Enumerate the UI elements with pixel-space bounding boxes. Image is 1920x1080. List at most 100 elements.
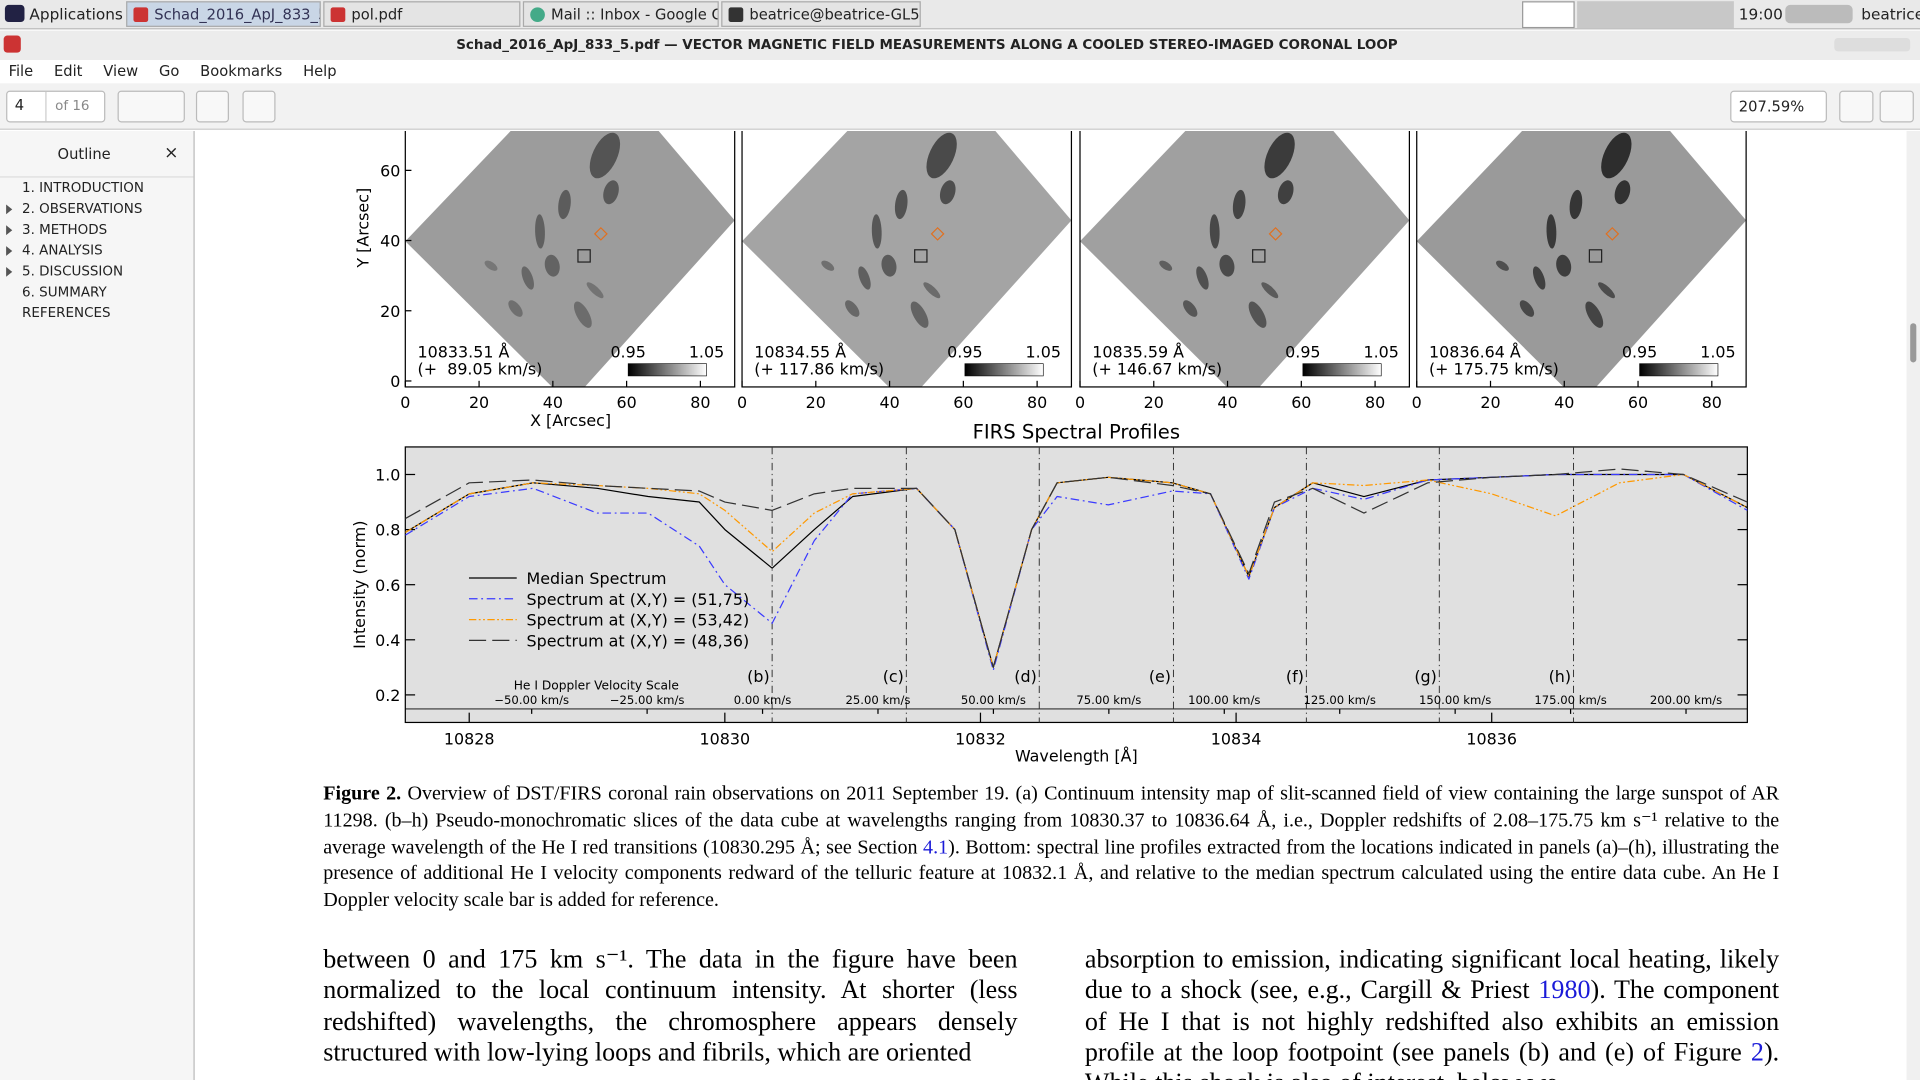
scrollbar[interactable]	[1906, 131, 1920, 1080]
dark-feature	[1601, 132, 1632, 179]
velocity-tick-label: 150.00 km/s	[1419, 693, 1491, 707]
figure-link[interactable]: 2	[1750, 1037, 1764, 1067]
pixel-box	[930, 226, 945, 241]
x-tick-label: 80	[690, 393, 710, 412]
x-tick-label: 80	[1027, 393, 1047, 412]
image-panel	[1080, 131, 1410, 387]
map-image	[742, 131, 1072, 387]
colorbar-label: 0.95	[1622, 343, 1657, 362]
workspaces[interactable]	[1577, 1, 1734, 29]
view-button[interactable]	[1839, 90, 1874, 123]
y-tick-label: 0.6	[375, 576, 400, 595]
expander[interactable]	[6, 266, 13, 277]
outline-item[interactable]: REFERENCES	[22, 304, 111, 321]
x-tick-label: 80	[1702, 393, 1722, 412]
scroll-thumb[interactable]	[1910, 323, 1917, 363]
page-input[interactable]: 4	[7, 91, 47, 122]
spectrum-line	[405, 468, 1748, 668]
dark-feature	[1219, 254, 1235, 277]
y-tick-label: 40	[380, 232, 400, 251]
velocity-tick-label: 200.00 km/s	[1650, 693, 1722, 707]
dark-feature	[1585, 301, 1604, 328]
colorbar-label: 1.05	[1364, 343, 1399, 362]
velocity-tick-label: −50.00 km/s	[494, 693, 569, 707]
outline-item[interactable]: 4. ANALYSIS	[22, 242, 103, 259]
tab-icon	[330, 7, 346, 23]
search-button[interactable]	[195, 90, 229, 123]
sidebar	[0, 131, 195, 1080]
task-tab[interactable]: pol.pdf	[323, 1, 521, 27]
menu-button[interactable]	[1879, 90, 1914, 123]
clock[interactable]: 19:00	[1738, 4, 1783, 24]
menu-item[interactable]: Edit	[53, 62, 83, 80]
menu-item[interactable]: Help	[303, 62, 337, 80]
citation-link[interactable]: 1980	[1538, 975, 1591, 1005]
x-tick-label: 10828	[444, 729, 495, 748]
close-sidebar[interactable]: ×	[164, 143, 179, 163]
pixel-box	[1605, 226, 1620, 241]
marker-label: (b)	[747, 667, 770, 686]
outline-item[interactable]: 3. METHODS	[22, 221, 108, 238]
velocity-tick-label: 0.00 km/s	[734, 693, 792, 707]
expander[interactable]	[6, 246, 13, 256]
map-image	[1080, 131, 1410, 387]
y-tick-label: 1.0	[375, 466, 400, 485]
wavelength-label: 10835.59 Å	[1092, 343, 1184, 362]
wavelength-label: 10836.64 Å	[1429, 343, 1521, 362]
x-tick-label: 10836	[1466, 729, 1517, 748]
window-controls[interactable]	[1834, 37, 1911, 52]
x-tick-label: 10832	[955, 729, 1006, 748]
caption-text: ). Bottom: spectral line profiles extrac…	[323, 834, 1780, 912]
outline-item[interactable]: 6. SUMMARY	[22, 284, 107, 300]
expander[interactable]	[6, 225, 13, 236]
menu-item[interactable]: Go	[158, 62, 180, 80]
colorbar	[1639, 363, 1719, 377]
x-tick-label: 0	[737, 393, 747, 412]
y-tick-label: 0.8	[375, 521, 400, 540]
expander[interactable]	[6, 204, 13, 215]
y-tick-label: 0.4	[375, 631, 400, 650]
outline-item[interactable]: 5. DISCUSSION	[22, 263, 124, 280]
image-panel	[742, 131, 1072, 387]
menu-item[interactable]: File	[8, 62, 34, 80]
x-tick-label: 40	[1554, 393, 1574, 412]
wavelength-label: 10833.51 Å	[418, 343, 510, 362]
title-bar	[0, 30, 1920, 60]
outline-item[interactable]: 1. INTRODUCTION	[22, 180, 144, 196]
task-tab[interactable]: Mail :: Inbox - Google C...	[522, 1, 719, 27]
y-tick-label: 0	[390, 372, 400, 391]
menu-item[interactable]: View	[103, 62, 139, 80]
workspace[interactable]	[1522, 1, 1575, 29]
zoom-select[interactable]: 207.59%	[1730, 90, 1827, 123]
dark-feature	[858, 266, 871, 290]
dark-feature	[1248, 301, 1267, 328]
velocity-label: (+ 146.67 km/s)	[1092, 360, 1222, 379]
user-name[interactable]: beatrice	[1861, 4, 1920, 24]
figure: 10833.51 Å(+ 89.05 km/s) 0.95 1.05 0 20 40 60 8…	[350, 131, 1748, 766]
window-title: Schad_2016_ApJ_833_5.pdf — VECTOR MAGNET…	[456, 36, 1398, 53]
applications-menu[interactable]: Applications	[29, 4, 123, 24]
menu-item[interactable]: Bookmarks	[200, 62, 283, 80]
velocity-tick-label: 50.00 km/s	[961, 693, 1026, 707]
outline-title[interactable]: Outline	[57, 145, 111, 163]
left-column: between 0 and 175 km s⁻¹. The data in th…	[323, 944, 1018, 1067]
task-tab[interactable]: beatrice@beatrice-GL55...	[721, 1, 921, 27]
dark-feature	[1519, 300, 1535, 317]
x-tick-label: 0	[1412, 393, 1422, 412]
section-link[interactable]: 4.1	[923, 834, 949, 858]
dark-feature	[544, 254, 560, 277]
x-tick-label: 60	[953, 393, 973, 412]
outline-item[interactable]: 2. OBSERVATIONS	[22, 200, 143, 217]
dark-feature	[926, 132, 957, 179]
wavelength-label: 10834.55 Å	[754, 343, 846, 362]
annot-button[interactable]	[242, 90, 276, 123]
x-tick-label: 20	[469, 393, 489, 412]
x-tick-label: 10834	[1211, 729, 1262, 748]
dark-feature	[881, 254, 897, 277]
nav-buttons[interactable]	[117, 90, 185, 123]
task-tab[interactable]: Schad_2016_ApJ_833_5....	[126, 1, 321, 27]
app-icon	[3, 35, 21, 53]
tray-icons[interactable]	[1785, 4, 1853, 24]
body-text: ). The component of He I that is not hig…	[1084, 975, 1780, 1067]
dark-feature	[871, 214, 882, 249]
